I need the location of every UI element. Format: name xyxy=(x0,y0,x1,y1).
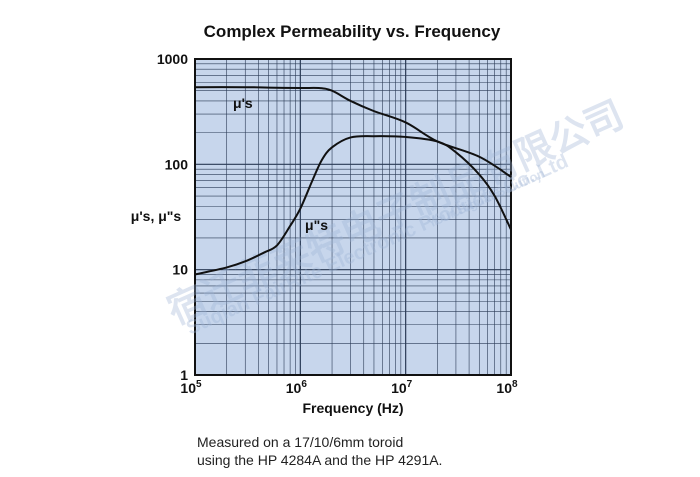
footnote-line: Measured on a 17/10/6mm toroid xyxy=(197,434,403,450)
x-tick-label: 106 xyxy=(286,379,308,396)
y-tick-label: 10 xyxy=(172,262,188,278)
chart-title: Complex Permeability vs. Frequency xyxy=(204,22,501,41)
y-axis-label: μ's, μ"s xyxy=(131,208,182,224)
series-label: μ's xyxy=(233,95,253,111)
x-tick-exponent: 7 xyxy=(407,379,413,390)
series-label: μ"s xyxy=(305,217,328,233)
plot-border xyxy=(194,58,512,376)
y-tick-label: 100 xyxy=(165,156,189,172)
x-tick-exponent: 5 xyxy=(196,379,202,390)
x-tick-label: 108 xyxy=(496,379,518,396)
plot-area xyxy=(195,59,511,375)
y-tick-label: 1 xyxy=(180,367,188,383)
y-tick-label: 1000 xyxy=(157,51,188,67)
x-tick-label: 105 xyxy=(180,379,202,396)
x-tick-label: 107 xyxy=(391,379,413,396)
series-line-mu-imag xyxy=(194,135,512,276)
x-tick-exponent: 6 xyxy=(301,379,307,390)
x-tick-exponent: 8 xyxy=(512,379,518,390)
x-axis-label: Frequency (Hz) xyxy=(302,400,403,416)
footnote-line: using the HP 4284A and the HP 4291A. xyxy=(197,452,442,468)
